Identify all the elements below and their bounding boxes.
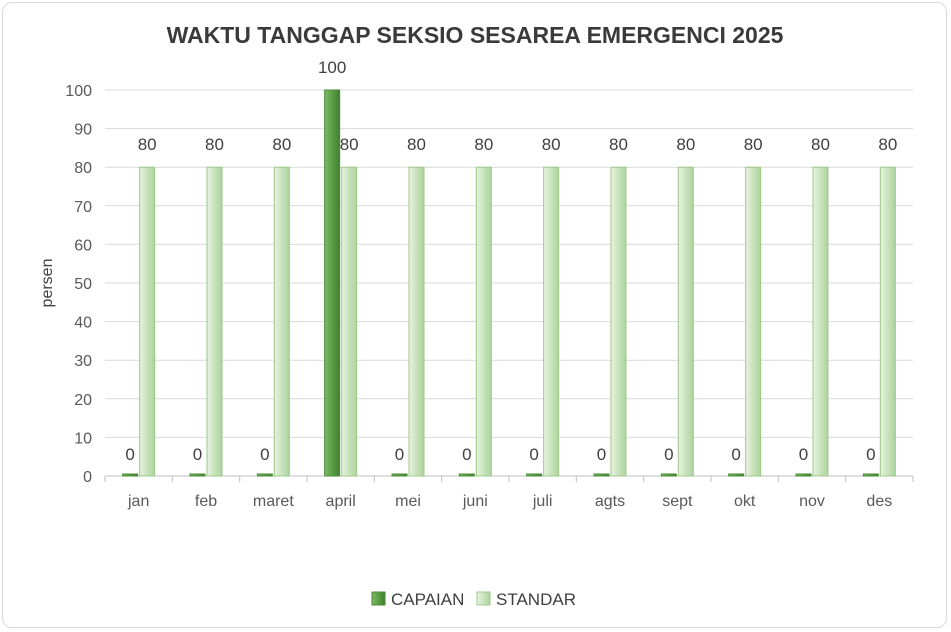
x-tick-label: feb bbox=[195, 493, 217, 510]
x-tick-label: nov bbox=[799, 493, 825, 510]
x-tick-label: juni bbox=[462, 493, 488, 510]
x-tick-label: agts bbox=[595, 493, 625, 510]
bar-capaian bbox=[593, 473, 610, 477]
legend-swatch-standar bbox=[476, 591, 491, 606]
data-label-standar: 80 bbox=[609, 135, 628, 154]
data-label-standar: 80 bbox=[272, 135, 291, 154]
data-label-capaian: 0 bbox=[193, 445, 202, 464]
bar-standar bbox=[543, 166, 560, 477]
y-tick-label: 40 bbox=[74, 315, 92, 332]
data-label-capaian: 0 bbox=[125, 445, 134, 464]
x-tick-label: april bbox=[326, 493, 356, 510]
legend-label-capaian: CAPAIAN bbox=[391, 590, 464, 609]
legend: CAPAIAN STANDAR bbox=[371, 590, 576, 609]
data-label-capaian: 0 bbox=[597, 445, 606, 464]
legend-swatch-capaian bbox=[371, 591, 386, 606]
x-tick-label: mei bbox=[395, 493, 421, 510]
x-tick-label: des bbox=[866, 493, 892, 510]
bar-standar bbox=[745, 166, 762, 477]
y-tick-label: 0 bbox=[83, 469, 92, 486]
y-tick-label: 50 bbox=[74, 276, 92, 293]
x-tick-label: okt bbox=[734, 493, 756, 510]
data-label-standar: 80 bbox=[474, 135, 493, 154]
bar-capaian bbox=[526, 473, 543, 477]
data-label-capaian: 0 bbox=[462, 445, 471, 464]
data-label-capaian: 0 bbox=[395, 445, 404, 464]
bar-capaian bbox=[391, 473, 408, 477]
data-label-capaian: 0 bbox=[664, 445, 673, 464]
bar-capaian bbox=[660, 473, 677, 477]
y-tick-label: 10 bbox=[74, 430, 92, 447]
bar-standar bbox=[139, 166, 156, 477]
x-tick-label: juli bbox=[532, 493, 553, 510]
x-tick-label: sept bbox=[662, 493, 693, 510]
bar-capaian bbox=[324, 89, 341, 477]
data-label-standar: 80 bbox=[744, 135, 763, 154]
bar-standar bbox=[206, 166, 223, 477]
bar-standar bbox=[273, 166, 290, 477]
legend-label-standar: STANDAR bbox=[496, 590, 576, 609]
bar-capaian bbox=[728, 473, 745, 477]
bar-capaian bbox=[189, 473, 206, 477]
data-label-capaian: 0 bbox=[260, 445, 269, 464]
data-label-standar: 80 bbox=[811, 135, 830, 154]
data-label-standar: 80 bbox=[676, 135, 695, 154]
bar-capaian bbox=[795, 473, 812, 477]
bar-standar bbox=[677, 166, 694, 477]
y-axis-ticks: 0 10 20 30 40 50 60 70 80 90 100 bbox=[65, 83, 92, 486]
bars bbox=[122, 89, 896, 477]
y-tick-label: 100 bbox=[65, 83, 92, 100]
data-label-standar: 80 bbox=[138, 135, 157, 154]
x-tick-label: maret bbox=[253, 493, 294, 510]
chart-title: WAKTU TANGGAP SEKSIO SESAREA EMERGENCI 2… bbox=[167, 22, 784, 48]
bar-standar bbox=[610, 166, 627, 477]
y-tick-label: 60 bbox=[74, 237, 92, 254]
bar-capaian bbox=[122, 473, 139, 477]
data-label-standar: 80 bbox=[205, 135, 224, 154]
y-tick-label: 90 bbox=[74, 122, 92, 139]
data-label-capaian: 0 bbox=[799, 445, 808, 464]
data-label-capaian: 0 bbox=[731, 445, 740, 464]
y-tick-label: 20 bbox=[74, 392, 92, 409]
bar-standar bbox=[475, 166, 492, 477]
y-axis-label: persen bbox=[39, 259, 56, 308]
bar-standar bbox=[408, 166, 425, 477]
y-tick-label: 30 bbox=[74, 353, 92, 370]
bar-capaian bbox=[862, 473, 879, 477]
bar-capaian bbox=[458, 473, 475, 477]
x-axis-ticks: jan feb maret april mei juni juli agts sept okt no… bbox=[127, 493, 892, 510]
data-label-standar: 80 bbox=[542, 135, 561, 154]
y-tick-label: 70 bbox=[74, 199, 92, 216]
data-label-capaian: 100 bbox=[318, 58, 346, 77]
data-label-capaian: 0 bbox=[866, 445, 875, 464]
y-tick-label: 80 bbox=[74, 160, 92, 177]
bar-standar bbox=[879, 166, 896, 477]
data-label-standar: 80 bbox=[407, 135, 426, 154]
data-labels: 0 0 0 100 0 0 0 0 0 0 0 0 80 80 80 80 80 80 80 80 80 80 80 80 bbox=[125, 58, 897, 464]
bar-capaian bbox=[256, 473, 273, 477]
bar-standar bbox=[341, 166, 358, 477]
grid bbox=[104, 89, 914, 482]
data-label-standar: 80 bbox=[878, 135, 897, 154]
x-tick-label: jan bbox=[127, 493, 149, 510]
data-label-standar: 80 bbox=[340, 135, 359, 154]
bar-standar bbox=[812, 166, 829, 477]
data-label-capaian: 0 bbox=[529, 445, 538, 464]
